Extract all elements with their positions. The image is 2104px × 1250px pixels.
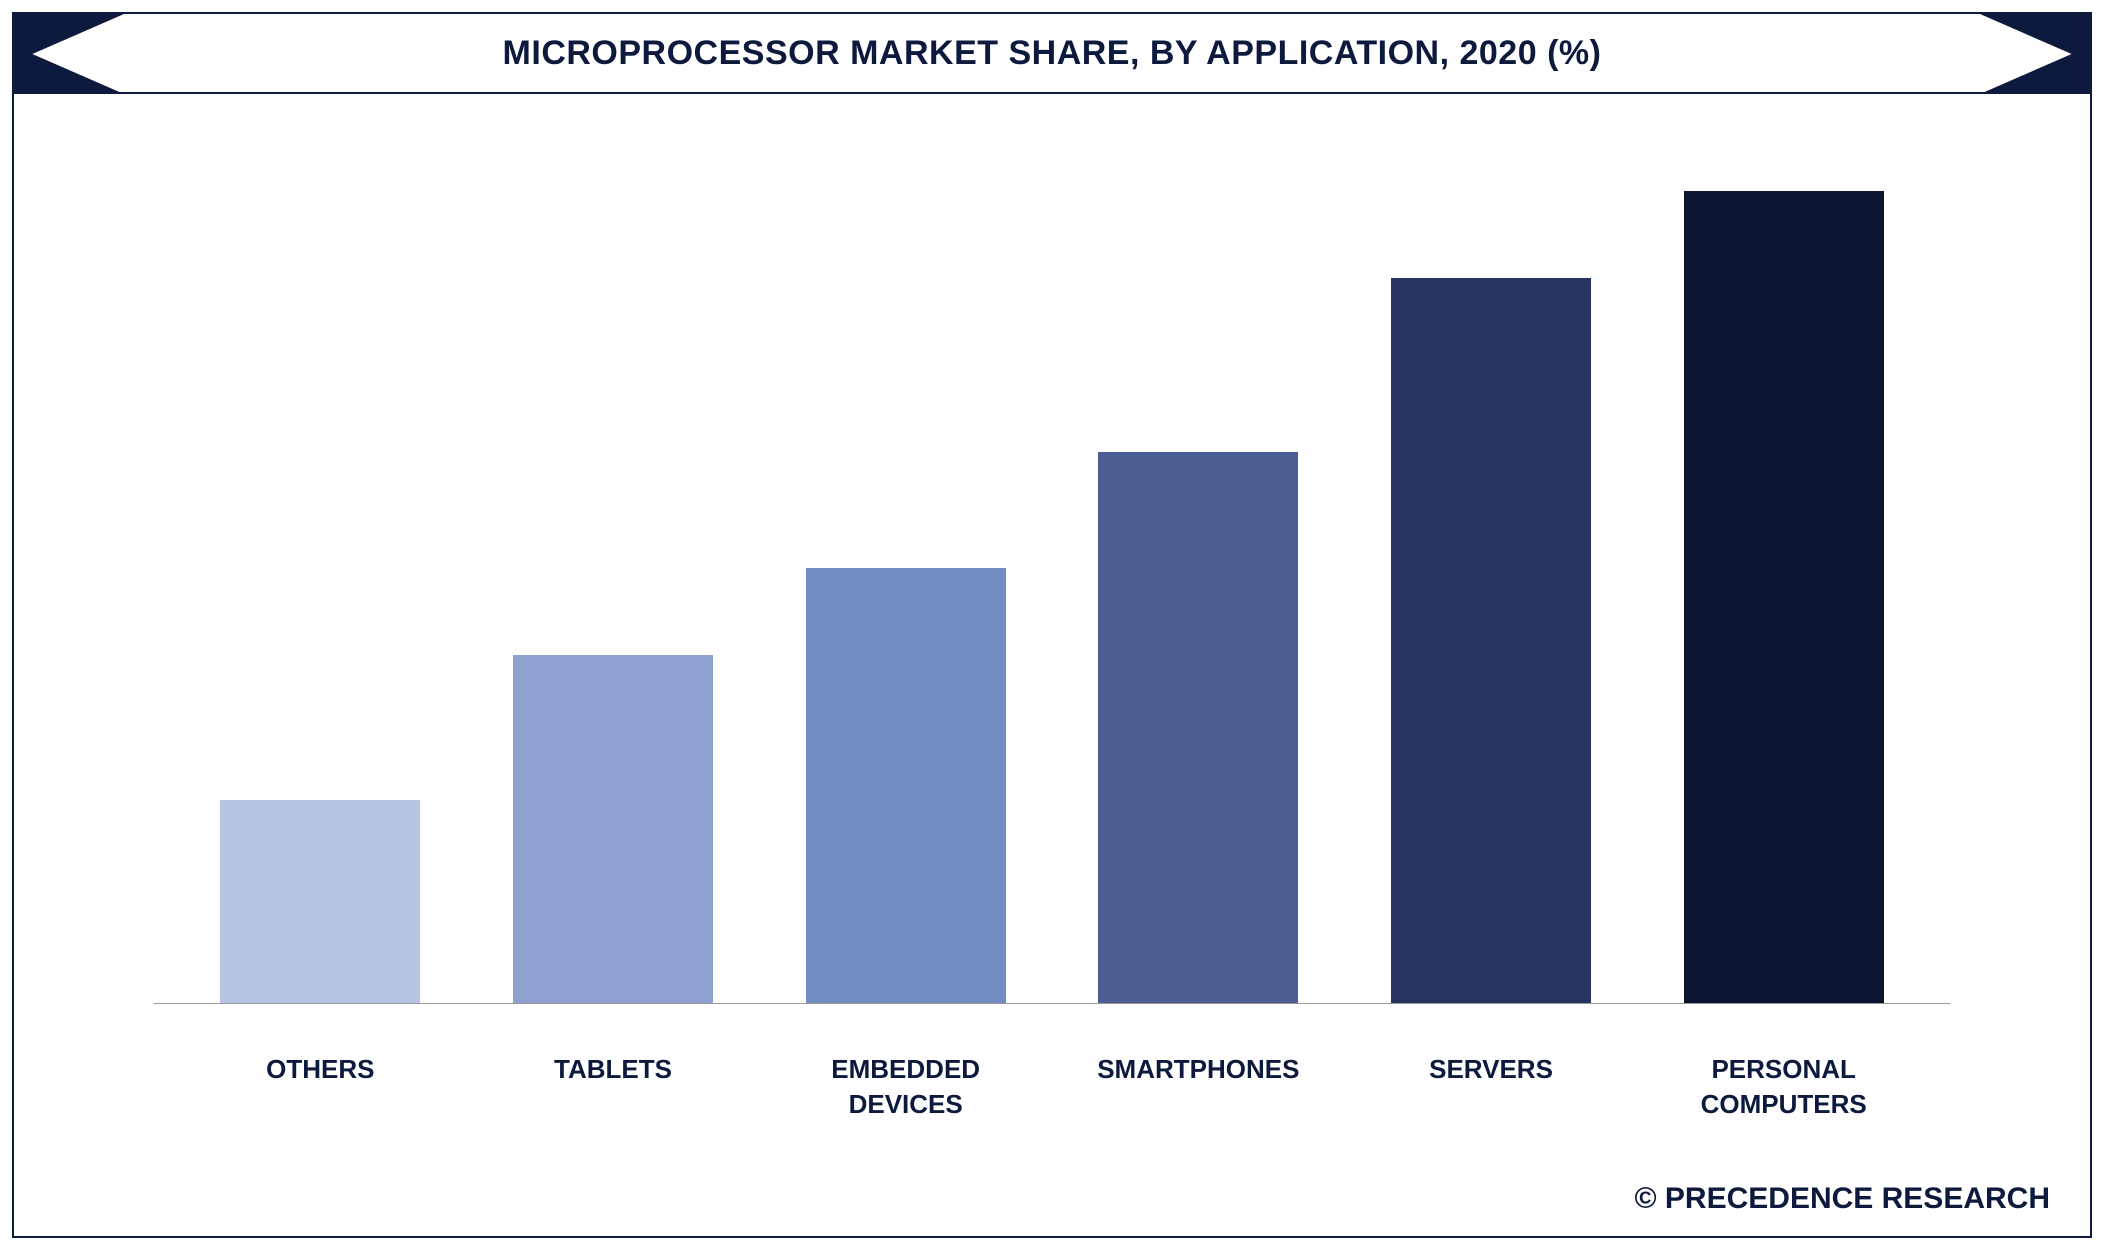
bar <box>513 655 713 1003</box>
x-axis-label: EMBEDDEDDEVICES <box>759 1034 1052 1122</box>
bar <box>1684 191 1884 1003</box>
chart-area: OTHERSTABLETSEMBEDDEDDEVICESSMARTPHONESS… <box>74 134 2030 1076</box>
x-axis-label: SERVERS <box>1345 1034 1638 1122</box>
chart-title: MICROPROCESSOR MARKET SHARE, BY APPLICAT… <box>503 34 1602 73</box>
x-axis-label: OTHERS <box>174 1034 467 1122</box>
bar <box>1391 278 1591 1003</box>
attribution-text: © PRECEDENCE RESEARCH <box>1634 1182 2050 1216</box>
corner-decoration-br <box>1980 46 2090 94</box>
bar-column <box>759 568 1052 1003</box>
corner-decoration-bl <box>14 46 124 94</box>
bar-column <box>467 655 760 1003</box>
bars-container <box>154 134 1950 1003</box>
bar-column <box>1345 278 1638 1003</box>
bar-column <box>1637 191 1930 1003</box>
x-axis-label: PERSONALCOMPUTERS <box>1637 1034 1930 1122</box>
plot-region <box>154 134 1950 1004</box>
bar <box>1098 452 1298 1003</box>
x-axis-label: SMARTPHONES <box>1052 1034 1345 1122</box>
bar-column <box>1052 452 1345 1003</box>
bar <box>220 800 420 1003</box>
chart-frame: MICROPROCESSOR MARKET SHARE, BY APPLICAT… <box>12 12 2092 1238</box>
x-axis-labels: OTHERSTABLETSEMBEDDEDDEVICESSMARTPHONESS… <box>154 1034 1950 1122</box>
bar <box>806 568 1006 1003</box>
title-bar: MICROPROCESSOR MARKET SHARE, BY APPLICAT… <box>14 14 2090 94</box>
bar-column <box>174 800 467 1003</box>
x-axis-label: TABLETS <box>467 1034 760 1122</box>
